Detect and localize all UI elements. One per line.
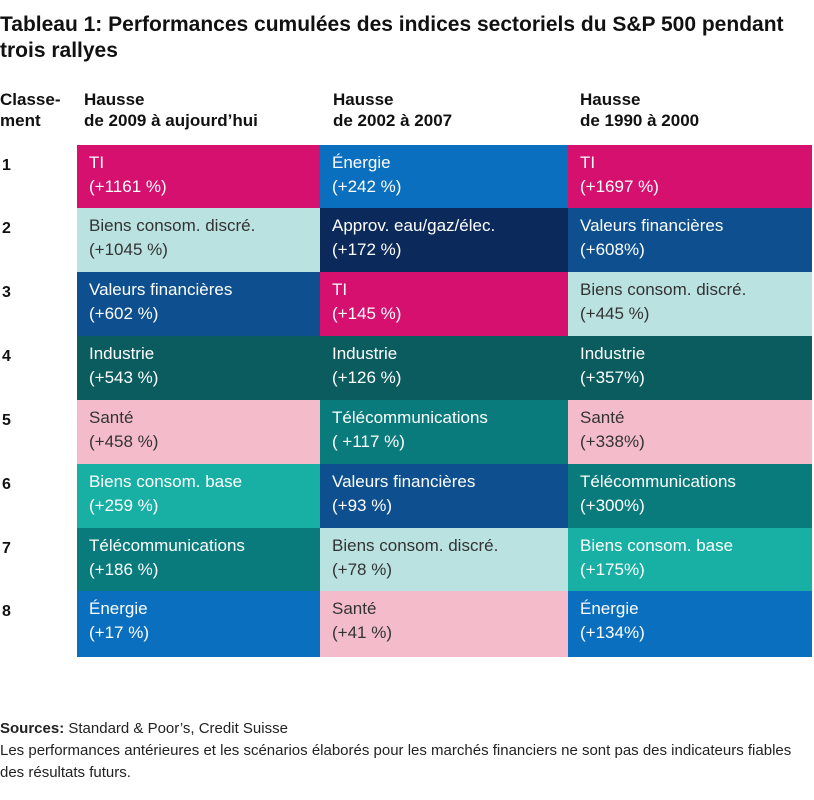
column-header-line1: Hausse [580,90,641,109]
column-header-2002: Hausse de 2002 à 2007 [333,89,452,131]
table-cell: Biens consom. discré. (+1045 %) [77,208,320,272]
sector-name: Télécommunications [580,472,736,491]
sector-name: Biens consom. discré. [332,536,499,555]
performance-value: (+543 %) [89,368,159,387]
performance-value: (+357%) [580,368,645,387]
table-cell: Énergie (+134%) [568,591,812,657]
performance-value: (+458 %) [89,432,159,451]
performance-value: (+1161 %) [89,177,167,196]
performance-value: (+1045 %) [89,240,168,259]
table-cell: Industrie (+126 %) [320,336,568,400]
table-cell: Valeurs financières (+602 %) [77,272,320,336]
sector-name: Approv. eau/gaz/élec. [332,216,496,235]
sector-name: Santé [89,408,134,427]
sector-name: Valeurs financières [580,216,724,235]
table-cell: Valeurs financières (+608%) [568,208,812,272]
sector-name: Industrie [332,344,398,363]
sources-footer: Sources: Standard & Poor’s, Credit Suiss… [0,718,810,784]
sector-name: Santé [580,408,625,427]
performance-value: (+126 %) [332,368,402,387]
performance-value: (+1697 %) [580,177,659,196]
column-header-line2: de 1990 à 2000 [580,111,700,130]
column-header-line1: Hausse [333,90,394,109]
table-cell: Biens consom. discré. (+78 %) [320,528,568,591]
table-cell: Biens consom. base (+259 %) [77,464,320,528]
table-cell: Santé (+41 %) [320,591,568,657]
disclaimer-text: Les performances antérieures et les scén… [0,742,792,781]
column-header-line2: de 2002 à 2007 [333,111,453,130]
column-header-1990: Hausse de 1990 à 2000 [580,89,699,131]
sources-line: Sources: Standard & Poor’s, Credit Suiss… [0,718,810,740]
performance-value: (+242 %) [332,177,402,196]
table-cell: TI (+1697 %) [568,145,812,208]
rank-column-header: Classe- ment [0,89,60,131]
sector-name: Énergie [580,599,639,618]
sector-name: TI [89,153,105,172]
sources-label: Sources: [0,720,65,737]
performance-value: (+145 %) [332,304,402,323]
sector-name: Valeurs financières [89,280,233,299]
rank-header-line1: Classe- [0,90,61,109]
performance-value: (+78 %) [332,560,392,579]
performance-value: (+17 %) [89,623,149,642]
performance-value: (+259 %) [89,496,159,515]
sector-name: Énergie [89,599,148,618]
performance-value: (+338%) [580,432,645,451]
sources-text: Standard & Poor’s, Credit Suisse [64,720,288,737]
table-cell: Énergie (+17 %) [77,591,320,657]
performance-value: (+175%) [580,560,645,579]
performance-value: (+172 %) [332,240,402,259]
performance-value: (+186 %) [89,560,159,579]
performance-value: ( +117 %) [332,432,405,451]
table-title: Tableau 1: Performances cumulées des ind… [0,13,784,62]
sector-name: Télécommunications [332,408,488,427]
sector-name: Biens consom. base [89,472,243,491]
column-header-line1: Hausse [84,90,145,109]
table-cell: Biens consom. base (+175%) [568,528,812,591]
table-cell: Télécommunications (+300%) [568,464,812,528]
table-cell: Énergie (+242 %) [320,145,568,208]
sector-name: TI [580,153,596,172]
rank-number: 3 [2,284,11,301]
sector-name: TI [332,280,348,299]
rank-number: 2 [2,220,11,237]
performance-value: (+602 %) [89,304,159,323]
table-cell: Santé (+458 %) [77,400,320,464]
sector-name: Énergie [332,153,391,172]
column-header-2009: Hausse de 2009 à aujourd’hui [84,89,258,131]
performance-value: (+608%) [580,240,645,259]
rank-number: 5 [2,412,11,429]
sector-name: Biens consom. discré. [89,216,256,235]
table-cell: TI (+1161 %) [77,145,320,208]
sector-name: Valeurs financières [332,472,476,491]
performance-value: (+93 %) [332,496,392,515]
table-cell: Biens consom. discré. (+445 %) [568,272,812,336]
performance-value: (+300%) [580,496,645,515]
rank-header-line2: ment [0,111,41,130]
rank-number: 6 [2,476,11,493]
table-cell: Télécommunications (+186 %) [77,528,320,591]
table-cell: Industrie (+357%) [568,336,812,400]
performance-value: (+134%) [580,623,645,642]
table-cell: Valeurs financières (+93 %) [320,464,568,528]
sector-name: Télécommunications [89,536,245,555]
table-cell: Télécommunications ( +117 %) [320,400,568,464]
performance-value: (+445 %) [580,304,650,323]
table-cell: Industrie (+543 %) [77,336,320,400]
sector-name: Industrie [89,344,155,363]
table-cell: Approv. eau/gaz/élec. (+172 %) [320,208,568,272]
table-cell: Santé (+338%) [568,400,812,464]
sector-name: Biens consom. base [580,536,734,555]
rank-number: 1 [2,157,11,174]
sector-name: Santé [332,599,377,618]
performance-value: (+41 %) [332,623,392,642]
rank-number: 8 [2,603,11,620]
rank-number: 7 [2,540,11,557]
table-cell: TI (+145 %) [320,272,568,336]
rank-number: 4 [2,348,11,365]
column-header-line2: de 2009 à aujourd’hui [84,111,258,130]
sector-name: Biens consom. discré. [580,280,747,299]
sector-name: Industrie [580,344,646,363]
